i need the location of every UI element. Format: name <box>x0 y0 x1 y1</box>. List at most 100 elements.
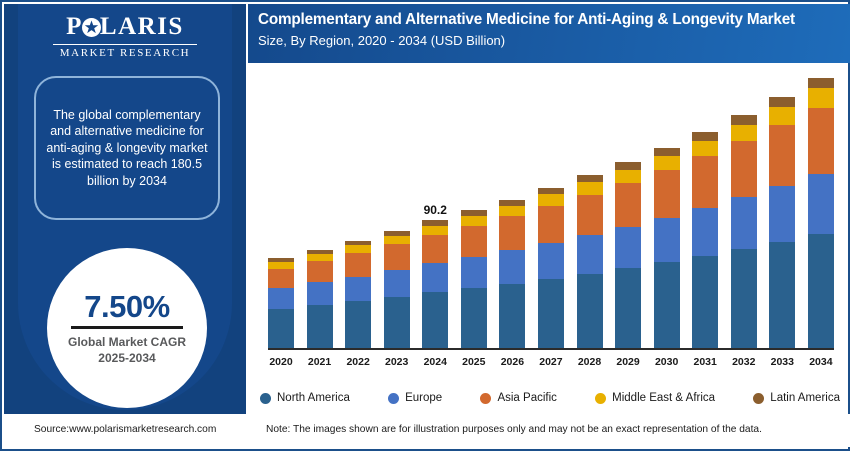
bar-column[interactable] <box>306 73 333 348</box>
bar-column[interactable] <box>268 73 294 348</box>
bar-column[interactable] <box>345 73 372 348</box>
bar-segment[interactable] <box>653 147 680 156</box>
bar-column[interactable] <box>730 73 757 348</box>
bar-segment[interactable] <box>576 234 603 274</box>
bar-segment[interactable] <box>345 301 372 348</box>
bar-segment[interactable] <box>499 283 526 348</box>
bar-segment[interactable] <box>345 276 372 302</box>
bar-segment[interactable] <box>268 288 294 309</box>
bar-segment[interactable] <box>730 249 757 348</box>
bar-segment[interactable] <box>653 170 680 218</box>
bar-segment[interactable] <box>268 261 294 269</box>
bar-segment[interactable] <box>460 210 487 216</box>
bar-segment[interactable] <box>692 140 719 157</box>
x-axis-tick-label: 2024 <box>423 356 447 368</box>
bar-segment[interactable] <box>383 296 410 348</box>
bar-segment[interactable] <box>383 230 410 236</box>
bar-segment[interactable] <box>807 173 834 234</box>
bar-segment[interactable] <box>653 155 680 171</box>
legend-item[interactable]: Middle East & Africa <box>595 392 715 404</box>
bar-segment[interactable] <box>422 234 449 264</box>
bar-segment[interactable] <box>615 268 642 348</box>
bar-segment[interactable] <box>383 235 410 245</box>
bar-column[interactable] <box>615 73 642 348</box>
bar-segment[interactable] <box>460 215 487 226</box>
bar-segment[interactable] <box>460 225 487 257</box>
bar-column[interactable] <box>460 73 487 348</box>
legend-color-swatch <box>753 392 765 404</box>
bar-segment[interactable] <box>692 156 719 208</box>
bar-segment[interactable] <box>692 207 719 256</box>
bar-segment[interactable] <box>268 258 294 262</box>
bar-segment[interactable] <box>499 199 526 206</box>
bar-segment[interactable] <box>692 131 719 141</box>
bar-column[interactable] <box>692 73 719 348</box>
bar-segment[interactable] <box>422 292 449 348</box>
bar-segment[interactable] <box>268 268 294 289</box>
bar-segment[interactable] <box>537 187 564 195</box>
bar-segment[interactable] <box>537 194 564 207</box>
bar-segment[interactable] <box>807 107 834 174</box>
bar-segment[interactable] <box>769 107 796 126</box>
bar-segment[interactable] <box>769 96 796 108</box>
bar-segment[interactable] <box>576 182 603 195</box>
bar-segment[interactable] <box>422 263 449 293</box>
bar-segment[interactable] <box>807 233 834 348</box>
bar-column[interactable] <box>576 73 603 348</box>
bar-segment[interactable] <box>383 244 410 271</box>
x-axis-tick-label: 2034 <box>809 356 833 368</box>
bar-segment[interactable] <box>730 115 757 125</box>
bar-segment[interactable] <box>692 256 719 348</box>
bar-segment[interactable] <box>306 282 333 305</box>
legend-item[interactable]: Latin America <box>753 392 840 404</box>
bar-segment[interactable] <box>422 220 449 226</box>
bar-column[interactable] <box>537 73 564 348</box>
bar-segment[interactable] <box>268 308 294 348</box>
source-link[interactable]: Source:www.polarismarketresearch.com <box>34 424 217 435</box>
bar-segment[interactable] <box>807 77 834 89</box>
bar-segment[interactable] <box>345 245 372 253</box>
bar-segment[interactable] <box>345 252 372 277</box>
bar-segment[interactable] <box>499 216 526 251</box>
bar-column[interactable] <box>653 73 680 348</box>
bar-segment[interactable] <box>730 124 757 142</box>
bar-segment[interactable] <box>345 240 372 246</box>
bar-segment[interactable] <box>383 270 410 297</box>
bar-column[interactable] <box>383 73 410 348</box>
bar-segment[interactable] <box>769 125 796 186</box>
bar-segment[interactable] <box>499 205 526 217</box>
bar-column[interactable]: 90.2 <box>422 73 449 348</box>
bar-segment[interactable] <box>653 262 680 348</box>
bar-segment[interactable] <box>807 88 834 108</box>
bar-segment[interactable] <box>537 279 564 348</box>
bar-segment[interactable] <box>576 194 603 235</box>
bar-segment[interactable] <box>499 250 526 284</box>
bar-segment[interactable] <box>460 256 487 289</box>
bar-segment[interactable] <box>730 197 757 250</box>
bar-segment[interactable] <box>615 226 642 269</box>
bar-column[interactable] <box>499 73 526 348</box>
legend-item[interactable]: North America <box>260 392 350 404</box>
bar-segment[interactable] <box>306 304 333 348</box>
bar-segment[interactable] <box>422 225 449 235</box>
bar-segment[interactable] <box>537 242 564 280</box>
bar-segment[interactable] <box>576 175 603 183</box>
bar-column[interactable] <box>769 73 796 348</box>
legend-item[interactable]: Asia Pacific <box>480 392 557 404</box>
bar-segment[interactable] <box>576 273 603 348</box>
bar-segment[interactable] <box>615 169 642 184</box>
legend-item[interactable]: Europe <box>388 392 442 404</box>
bar-segment[interactable] <box>537 206 564 243</box>
bar-column[interactable] <box>807 73 834 348</box>
bar-segment[interactable] <box>653 217 680 263</box>
bar-segment[interactable] <box>615 183 642 227</box>
bar-segment[interactable] <box>615 162 642 170</box>
bar-segment[interactable] <box>306 260 333 283</box>
bar-segment[interactable] <box>730 141 757 198</box>
bar-segment[interactable] <box>306 253 333 261</box>
bar-segment[interactable] <box>769 185 796 242</box>
bar-segment[interactable] <box>769 241 796 348</box>
cagr-period: 2025-2034 <box>98 351 156 365</box>
bar-segment[interactable] <box>306 249 333 254</box>
bar-segment[interactable] <box>460 288 487 348</box>
